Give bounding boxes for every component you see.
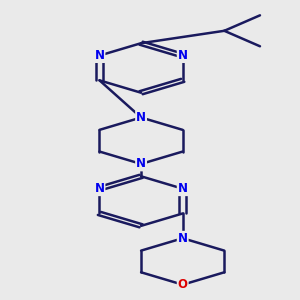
Text: N: N [136,111,146,124]
Text: N: N [94,182,104,195]
Text: O: O [178,278,188,291]
Text: N: N [94,49,104,62]
Text: N: N [178,232,188,245]
Text: N: N [136,158,146,170]
Text: N: N [178,49,188,62]
Text: N: N [178,182,188,195]
